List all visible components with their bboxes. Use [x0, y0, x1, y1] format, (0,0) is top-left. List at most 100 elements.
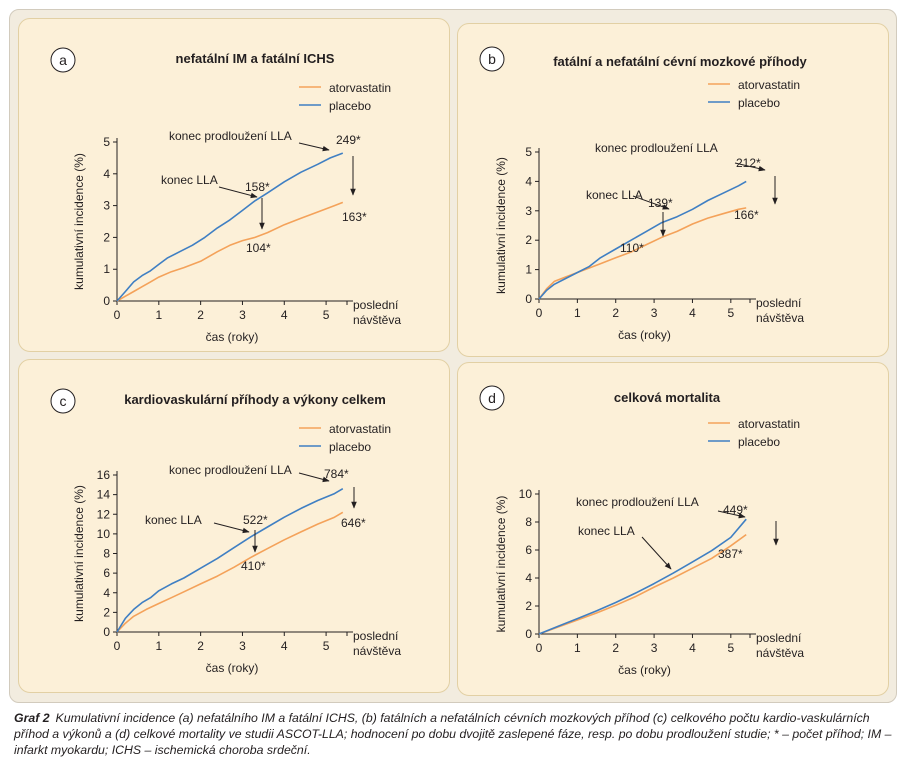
y-tick-label: 4	[525, 174, 532, 188]
y-tick-label: 2	[525, 233, 532, 247]
y-tick-label: 6	[525, 543, 532, 557]
caption-label: Graf 2	[14, 711, 50, 725]
annotation-label: konec LLA	[145, 513, 202, 527]
panel-letter-badge	[50, 388, 76, 414]
panel-letter-badge	[50, 47, 76, 73]
legend-label-placebo: placebo	[738, 435, 780, 449]
y-tick-label: 10	[97, 527, 111, 541]
x-tick-label: 2	[612, 306, 619, 320]
y-tick-label: 3	[103, 199, 110, 213]
annotation-arrow	[734, 162, 766, 172]
x-tick-label: 0	[114, 639, 121, 653]
annotation-label: 249*	[336, 133, 361, 147]
y-tick-label: 0	[525, 627, 532, 641]
x-tick-label: 3	[239, 639, 246, 653]
x-tick-label: 0	[536, 306, 543, 320]
y-tick-label: 6	[103, 566, 110, 580]
x-tick-label: 4	[281, 308, 288, 322]
chart-panel-c: c kardiovaskulární příhody a výkony celke…	[18, 359, 450, 693]
annotation-arrow	[717, 510, 746, 519]
y-tick-label: 8	[525, 515, 532, 529]
x-tick-label: 4	[281, 639, 288, 653]
y-tick-label: 0	[525, 292, 532, 306]
annotation-arrow	[298, 472, 330, 483]
x-tick-label: 3	[239, 308, 246, 322]
chart-panel-d: d celková mortalita atorvastatin placebo 0 2 4…	[457, 362, 889, 696]
y-tick-label: 0	[103, 625, 110, 639]
x-tick-label: 5	[727, 641, 734, 655]
legend-label-atorvastatin: atorvastatin	[329, 422, 391, 436]
y-tick-label: 8	[103, 547, 110, 561]
annotation-label: 387*	[718, 547, 743, 561]
chart-svg: a nefatální IM a fatální ICHS atorvastatin…	[50, 47, 401, 344]
panel-letter-badge	[479, 385, 505, 411]
x-tick-extra-label: návštěva	[353, 313, 401, 327]
series-line-placebo	[538, 518, 747, 635]
y-tick-label: 0	[103, 294, 110, 308]
y-tick-label: 1	[525, 263, 532, 277]
legend-label-placebo: placebo	[738, 96, 780, 110]
x-tick-extra-label: návštěva	[756, 311, 804, 325]
y-axis-label: kumulativní incidence (%)	[72, 485, 86, 622]
annotation-label: 110*	[620, 241, 644, 255]
x-tick-label: 1	[574, 306, 581, 320]
annotation-label: konec LLA	[161, 173, 218, 187]
legend-label-atorvastatin: atorvastatin	[738, 78, 800, 92]
y-axis-label: kumulativní incidence (%)	[494, 496, 508, 633]
chart-svg: d celková mortalita atorvastatin placebo 0 2 4…	[479, 385, 804, 677]
y-tick-label: 4	[103, 167, 110, 181]
series-line-placebo	[116, 152, 344, 302]
figure-caption: Graf 2 Kumulativní incidence (a) nefatáln…	[14, 710, 894, 758]
chart-title: celková mortalita	[614, 390, 721, 405]
annotation-label: 784*	[324, 467, 349, 481]
annotation-label: 522*	[243, 513, 268, 527]
x-tick-label: 2	[197, 639, 204, 653]
series-line-atorvastatin	[116, 201, 344, 302]
x-tick-label: 5	[727, 306, 734, 320]
y-tick-label: 12	[97, 507, 111, 521]
legend-label-atorvastatin: atorvastatin	[738, 417, 800, 431]
x-axis-label: čas (roky)	[618, 328, 671, 342]
annotation-label: 166*	[734, 208, 759, 222]
y-tick-label: 14	[97, 488, 111, 502]
figure-frame: a nefatální IM a fatální ICHS atorvastatin…	[9, 9, 897, 703]
x-tick-label: 0	[536, 641, 543, 655]
annotation-label: 212*	[736, 156, 761, 170]
x-tick-label: 4	[689, 641, 696, 655]
legend-label-placebo: placebo	[329, 440, 371, 454]
x-tick-label: 1	[574, 641, 581, 655]
x-tick-extra-label: návštěva	[756, 646, 804, 660]
y-tick-label: 5	[525, 145, 532, 159]
y-tick-label: 4	[103, 586, 110, 600]
x-tick-extra-label: poslední	[756, 296, 802, 310]
series-line-placebo	[116, 488, 344, 633]
x-tick-extra-label: poslední	[756, 631, 802, 645]
x-tick-label: 4	[689, 306, 696, 320]
chart-svg: c kardiovaskulární příhody a výkony celke…	[50, 388, 401, 675]
chart-svg: b fatální a nefatální cévní mozkové přího…	[479, 46, 808, 342]
x-tick-label: 2	[612, 641, 619, 655]
y-axis-label: kumulativní incidence (%)	[494, 157, 508, 294]
y-tick-label: 1	[103, 262, 110, 276]
chart-title: fatální a nefatální cévní mozkové příhod…	[553, 54, 807, 69]
x-tick-label: 2	[197, 308, 204, 322]
series-line-atorvastatin	[116, 511, 344, 633]
y-tick-label: 4	[525, 571, 532, 585]
chart-title: kardiovaskulární příhody a výkony celkem	[124, 392, 386, 407]
x-tick-extra-label: poslední	[353, 298, 399, 312]
x-tick-extra-label: poslední	[353, 629, 399, 643]
panel-letter-badge	[479, 46, 505, 72]
annotation-label: konec prodloužení LLA	[595, 141, 718, 155]
annotation-arrow	[213, 522, 250, 534]
annotation-arrow	[218, 186, 258, 199]
panel-letter: d	[488, 390, 496, 406]
panel-letter: b	[488, 51, 496, 67]
x-tick-label: 5	[323, 639, 330, 653]
x-tick-label: 3	[651, 306, 658, 320]
x-tick-extra-label: návštěva	[353, 644, 401, 658]
legend-label-placebo: placebo	[329, 99, 371, 113]
x-axis-label: čas (roky)	[618, 663, 671, 677]
x-tick-label: 5	[323, 308, 330, 322]
annotation-label: 410*	[241, 559, 266, 573]
annotation-arrow	[641, 536, 672, 570]
